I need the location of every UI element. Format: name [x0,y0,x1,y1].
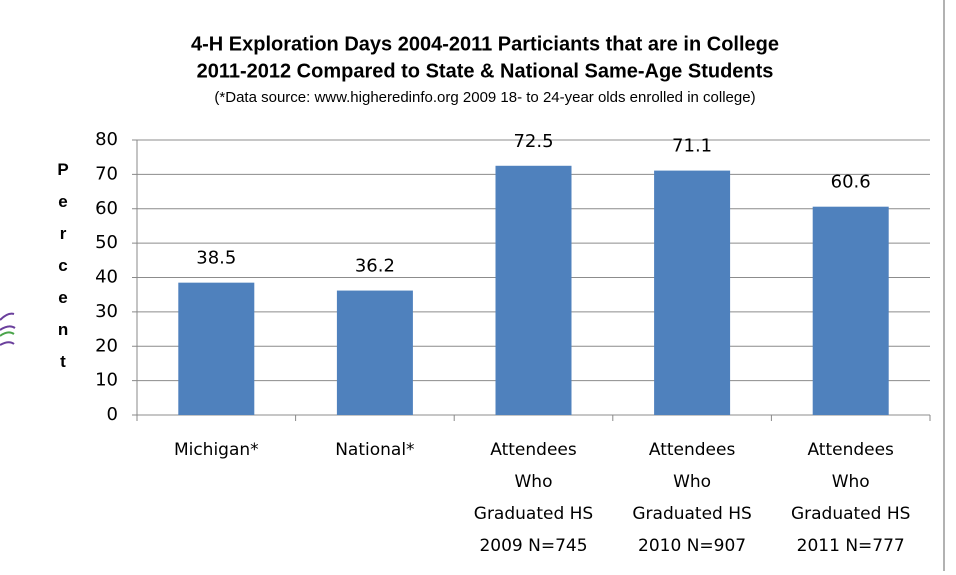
x-tick-label: Graduated HS [474,504,593,524]
x-tick-label: Who [515,472,553,492]
x-tick-label: Who [832,472,870,492]
y-tick-label: 10 [95,370,118,391]
x-tick-label: 2010 N=907 [638,536,746,556]
bar [336,290,413,415]
y-tick-label: 40 [95,267,118,288]
data-label: 60.6 [831,172,871,193]
chart-title: 2011-2012 Compared to State & National S… [197,60,774,82]
bar [812,206,889,415]
y-tick-label: 60 [95,198,118,219]
chart-title: 4-H Exploration Days 2004-2011 Partician… [191,33,779,55]
y-tick-label: 50 [95,232,118,253]
decoration [0,331,15,337]
x-tick-label: 2011 N=777 [797,536,905,556]
data-label: 71.1 [672,136,712,157]
x-tick-label: Attendees [490,440,577,460]
x-tick-label: Attendees [807,440,894,460]
data-label: 72.5 [513,131,553,152]
x-tick-label: Michigan* [174,440,259,460]
x-tick-label: National* [335,440,414,460]
x-tick-label: 2009 N=745 [479,536,587,556]
y-tick-label: 30 [95,301,118,322]
x-tick-label: Attendees [649,440,736,460]
x-tick-label: Graduated HS [791,504,910,524]
y-tick-label: 0 [107,404,118,425]
decoration [0,312,16,346]
bar [178,282,255,415]
x-tick-label: Who [673,472,711,492]
y-tick-label: 20 [95,335,118,356]
x-tick-label: Graduated HS [632,504,751,524]
data-label: 36.2 [355,256,395,277]
bar [495,165,572,415]
bar [654,170,731,415]
y-tick-label: 70 [95,163,118,184]
data-label: 38.5 [196,248,236,269]
y-axis-label: Percent [54,160,73,384]
y-tick-label: 80 [95,129,118,150]
chart-subtitle: (*Data source: www.higheredinfo.org 2009… [214,89,755,106]
